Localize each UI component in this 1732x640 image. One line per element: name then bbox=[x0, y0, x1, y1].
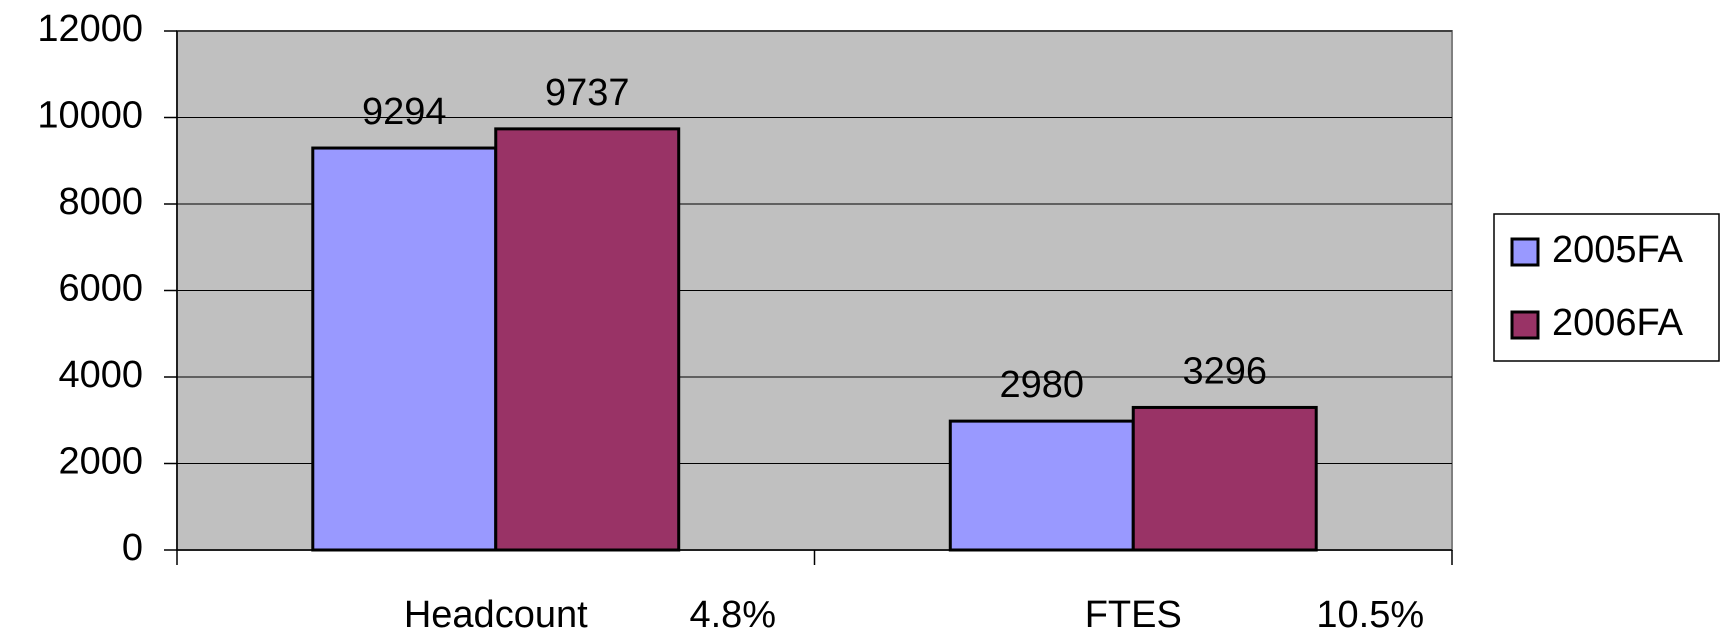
bar bbox=[494, 127, 681, 552]
data-label: 9737 bbox=[545, 72, 630, 114]
bar bbox=[1131, 405, 1318, 552]
y-tick-label: 2000 bbox=[58, 441, 143, 483]
x-tick-label: FTES bbox=[1085, 594, 1182, 636]
change-annotation: 10.5% bbox=[1316, 594, 1424, 636]
data-label: 9294 bbox=[362, 91, 447, 133]
change-annotation: 4.8% bbox=[689, 594, 776, 636]
y-tick-label: 8000 bbox=[58, 181, 143, 223]
y-tick-label: 0 bbox=[122, 527, 143, 569]
legend-swatch bbox=[1510, 310, 1540, 340]
bar bbox=[948, 419, 1135, 552]
legend-swatch bbox=[1510, 237, 1540, 267]
legend-label: 2005FA bbox=[1552, 229, 1684, 271]
y-tick-label: 6000 bbox=[58, 268, 143, 310]
data-label: 2980 bbox=[999, 364, 1084, 406]
bar bbox=[311, 146, 498, 552]
legend-label: 2006FA bbox=[1552, 302, 1684, 344]
y-tick-label: 4000 bbox=[58, 354, 143, 396]
x-tick-label: Headcount bbox=[404, 594, 588, 636]
y-tick-label: 12000 bbox=[37, 8, 143, 50]
y-tick-label: 10000 bbox=[37, 95, 143, 137]
data-label: 3296 bbox=[1182, 350, 1267, 392]
